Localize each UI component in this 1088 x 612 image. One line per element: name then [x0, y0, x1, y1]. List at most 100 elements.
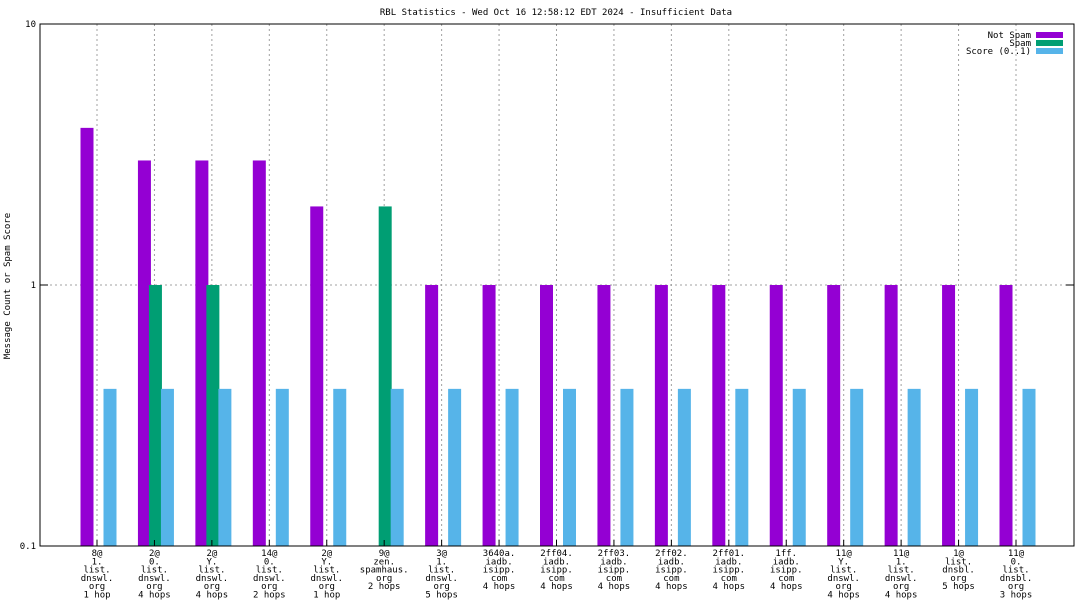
- x-tick-label: com: [778, 574, 794, 584]
- x-tick-label: 1 hop: [83, 591, 110, 601]
- x-tick-label: org: [433, 582, 449, 592]
- bar-not-spam: [540, 285, 553, 546]
- x-tick-label: iadb.: [715, 557, 742, 567]
- x-tick-label: 11@: [893, 549, 910, 559]
- bar-not-spam: [654, 285, 668, 546]
- x-tick-label: 2ff01.: [713, 549, 746, 559]
- x-tick-label: 4 hops: [885, 591, 918, 601]
- x-tick-label: zen.: [373, 557, 395, 567]
- x-tick-label: 0.: [149, 557, 160, 567]
- x-tick-label: 1.: [92, 557, 103, 567]
- x-tick-label: 4 hops: [770, 582, 803, 592]
- bar-score-0-1: [390, 388, 404, 546]
- bar-not-spam: [80, 127, 94, 547]
- x-tick-label: com: [548, 574, 564, 584]
- x-tick-label: 14@: [261, 549, 278, 559]
- x-tick-label: com: [663, 574, 679, 584]
- bar-not-spam: [252, 160, 266, 546]
- y-tick-label: 10: [25, 20, 36, 30]
- x-tick-label: 4 hops: [713, 582, 746, 592]
- x-tick-label: 1.: [436, 557, 447, 567]
- x-tick-label: 1.: [896, 557, 907, 567]
- x-tick-label: dnswl.: [310, 574, 343, 584]
- legend-label-score-0-1: Score (0..1): [966, 47, 1031, 57]
- x-tick-label: 11@: [836, 549, 853, 559]
- legend-swatch-not-spam: [1036, 32, 1063, 38]
- bar-score-0-1: [275, 388, 289, 546]
- bar-score-0-1: [965, 388, 979, 546]
- bars-layer: [80, 127, 1036, 547]
- bar-spam: [148, 285, 162, 546]
- bar-spam: [206, 285, 220, 546]
- x-tick-label: 4 hops: [540, 582, 573, 592]
- legend-swatch-score-0-1: [1036, 48, 1063, 54]
- bar-not-spam: [769, 285, 783, 546]
- bar-score-0-1: [448, 388, 462, 546]
- x-tick-label: 9@: [379, 549, 390, 559]
- x-tick-label: list.: [888, 566, 915, 576]
- x-tick-label: 3@: [436, 549, 447, 559]
- x-tick-label: 11@: [1008, 549, 1025, 559]
- x-tick-label: 2ff04.: [540, 549, 573, 559]
- x-tick-label: Y.: [321, 557, 332, 567]
- x-tick-label: isipp.: [483, 566, 516, 576]
- x-tick-label: dnswl.: [885, 574, 918, 584]
- x-tick-label: org: [836, 582, 852, 592]
- bar-score-0-1: [677, 388, 691, 546]
- x-tick-label: 3 hops: [1000, 591, 1033, 601]
- y-tick-label: 0.1: [20, 542, 36, 552]
- y-axis-ticks: 0.1 1 10: [20, 20, 1074, 552]
- x-tick-label: 5 hops: [425, 591, 458, 601]
- x-tick-label: list.: [1002, 566, 1029, 576]
- x-tick-label: dnsbl.: [1000, 574, 1033, 584]
- bar-not-spam: [827, 285, 841, 546]
- x-tick-label: 4 hops: [483, 582, 516, 592]
- x-tick-label: 2ff02.: [655, 549, 688, 559]
- x-tick-label: org: [204, 582, 220, 592]
- legend-label-not-spam: Not Spam: [988, 31, 1031, 41]
- x-tick-label: com: [606, 574, 622, 584]
- x-tick-label: com: [721, 574, 737, 584]
- bar-score-0-1: [907, 388, 921, 546]
- x-tick-label: 4 hops: [138, 591, 171, 601]
- bar-score-0-1: [850, 388, 864, 546]
- x-tick-label: list.: [313, 566, 340, 576]
- legend-swatch-spam: [1036, 40, 1063, 46]
- x-tick-label: iadb.: [543, 557, 570, 567]
- bar-not-spam: [597, 285, 611, 546]
- x-tick-label: 2 hops: [253, 591, 286, 601]
- bar-score-0-1: [563, 388, 576, 546]
- x-tick-label: dnswl.: [253, 574, 286, 584]
- bar-score-0-1: [103, 388, 117, 546]
- bar-score-0-1: [160, 388, 174, 546]
- x-tick-label: list.: [256, 566, 283, 576]
- x-tick-label: isipp.: [770, 566, 803, 576]
- bar-not-spam: [310, 206, 324, 547]
- x-tick-label: dnsbl.: [942, 566, 975, 576]
- x-tick-label: dnswl.: [81, 574, 114, 584]
- x-tick-label: org: [950, 574, 966, 584]
- x-tick-label: isipp.: [713, 566, 746, 576]
- bar-not-spam: [482, 285, 496, 546]
- x-tick-label: org: [319, 582, 335, 592]
- bar-score-0-1: [620, 388, 634, 546]
- x-tick-label: 5 hops: [942, 582, 975, 592]
- x-tick-label: 1@: [953, 549, 964, 559]
- x-tick-label: org: [376, 574, 392, 584]
- x-tick-label: list.: [83, 566, 110, 576]
- x-tick-label: 1ff.: [775, 549, 797, 559]
- x-tick-label: dnswl.: [138, 574, 171, 584]
- x-tick-label: 8@: [92, 549, 103, 559]
- bar-not-spam: [712, 285, 726, 546]
- x-tick-label: com: [491, 574, 507, 584]
- x-tick-label: org: [893, 582, 909, 592]
- x-tick-label: list.: [830, 566, 857, 576]
- x-tick-label: org: [261, 582, 277, 592]
- chart-title: RBL Statistics - Wed Oct 16 12:58:12 EDT…: [380, 8, 732, 18]
- bar-score-0-1: [218, 388, 232, 546]
- x-tick-label: list.: [141, 566, 168, 576]
- x-tick-label: 4 hops: [196, 591, 229, 601]
